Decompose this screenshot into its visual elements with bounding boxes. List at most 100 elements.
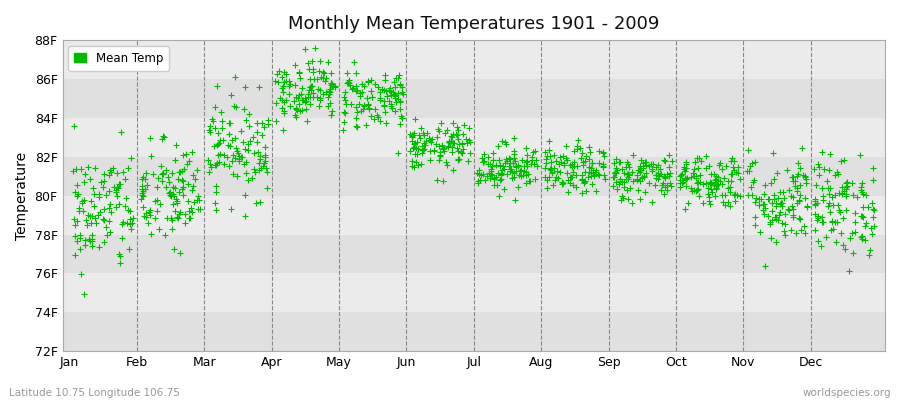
Point [207, 143, 221, 150]
Point [358, 122, 373, 128]
Point [153, 162, 167, 169]
Point [148, 215, 162, 221]
Point [170, 200, 184, 207]
Point [104, 209, 119, 216]
Point [384, 101, 399, 107]
Point [811, 212, 825, 219]
Point [630, 176, 644, 182]
Point [770, 214, 784, 220]
Point [202, 129, 217, 135]
Point [113, 260, 128, 266]
Point [431, 126, 446, 132]
Point [586, 167, 600, 173]
Point [404, 133, 419, 140]
Point [216, 137, 230, 144]
Point [690, 155, 705, 162]
Point [338, 110, 352, 116]
Point [306, 94, 320, 100]
Point [362, 104, 376, 111]
Point [760, 213, 775, 219]
Point [799, 176, 814, 182]
Point [609, 169, 624, 175]
Point [67, 123, 81, 129]
Point [367, 116, 382, 123]
Point [396, 91, 410, 98]
Point [858, 236, 872, 243]
Point [407, 164, 421, 170]
Point [544, 168, 559, 175]
Point [388, 84, 402, 90]
Point [442, 139, 456, 146]
Point [202, 126, 216, 133]
Point [636, 174, 651, 180]
Point [608, 170, 622, 176]
Point [170, 198, 184, 204]
Point [433, 153, 447, 159]
Point [756, 200, 770, 207]
Point [382, 87, 396, 93]
Point [171, 169, 185, 175]
Point [608, 170, 623, 176]
Point [248, 200, 263, 206]
Point [95, 184, 110, 190]
Point [166, 201, 180, 207]
Point [508, 197, 522, 203]
Point [454, 149, 468, 156]
Point [616, 194, 631, 201]
Point [812, 172, 826, 178]
Point [427, 148, 441, 154]
Point [538, 173, 553, 180]
Point [512, 172, 526, 178]
Point [81, 212, 95, 219]
Point [790, 188, 805, 194]
Point [757, 211, 771, 217]
Point [451, 127, 465, 133]
Point [484, 162, 499, 169]
Point [634, 157, 649, 164]
Point [69, 238, 84, 244]
Point [764, 180, 778, 186]
Point [373, 97, 387, 104]
Point [415, 150, 429, 157]
Point [674, 172, 688, 178]
Point [787, 206, 801, 212]
Point [172, 208, 186, 215]
Text: Latitude 10.75 Longitude 106.75: Latitude 10.75 Longitude 106.75 [9, 388, 180, 398]
Point [836, 242, 850, 248]
Point [103, 201, 117, 208]
Point [723, 189, 737, 195]
Point [73, 235, 87, 241]
Point [704, 180, 718, 186]
Point [561, 189, 575, 195]
Point [213, 137, 228, 143]
Point [165, 217, 179, 223]
Point [69, 165, 84, 172]
Point [788, 230, 803, 236]
Point [786, 174, 800, 180]
Point [490, 182, 504, 188]
Point [342, 80, 356, 87]
Point [346, 85, 360, 92]
Point [631, 187, 645, 194]
Point [274, 104, 289, 111]
Point [182, 208, 196, 214]
Point [411, 162, 426, 168]
Point [703, 180, 717, 186]
Point [342, 82, 356, 88]
Point [220, 154, 235, 160]
Point [254, 165, 268, 171]
Point [726, 167, 741, 174]
Point [135, 203, 149, 210]
Point [824, 218, 839, 225]
Point [305, 58, 320, 65]
Point [249, 119, 264, 126]
Point [228, 74, 242, 80]
Point [306, 69, 320, 76]
Point [374, 89, 388, 96]
Point [383, 103, 398, 109]
Point [357, 83, 372, 89]
Point [829, 239, 843, 245]
Point [725, 155, 740, 161]
Point [506, 160, 520, 166]
Point [701, 194, 716, 200]
